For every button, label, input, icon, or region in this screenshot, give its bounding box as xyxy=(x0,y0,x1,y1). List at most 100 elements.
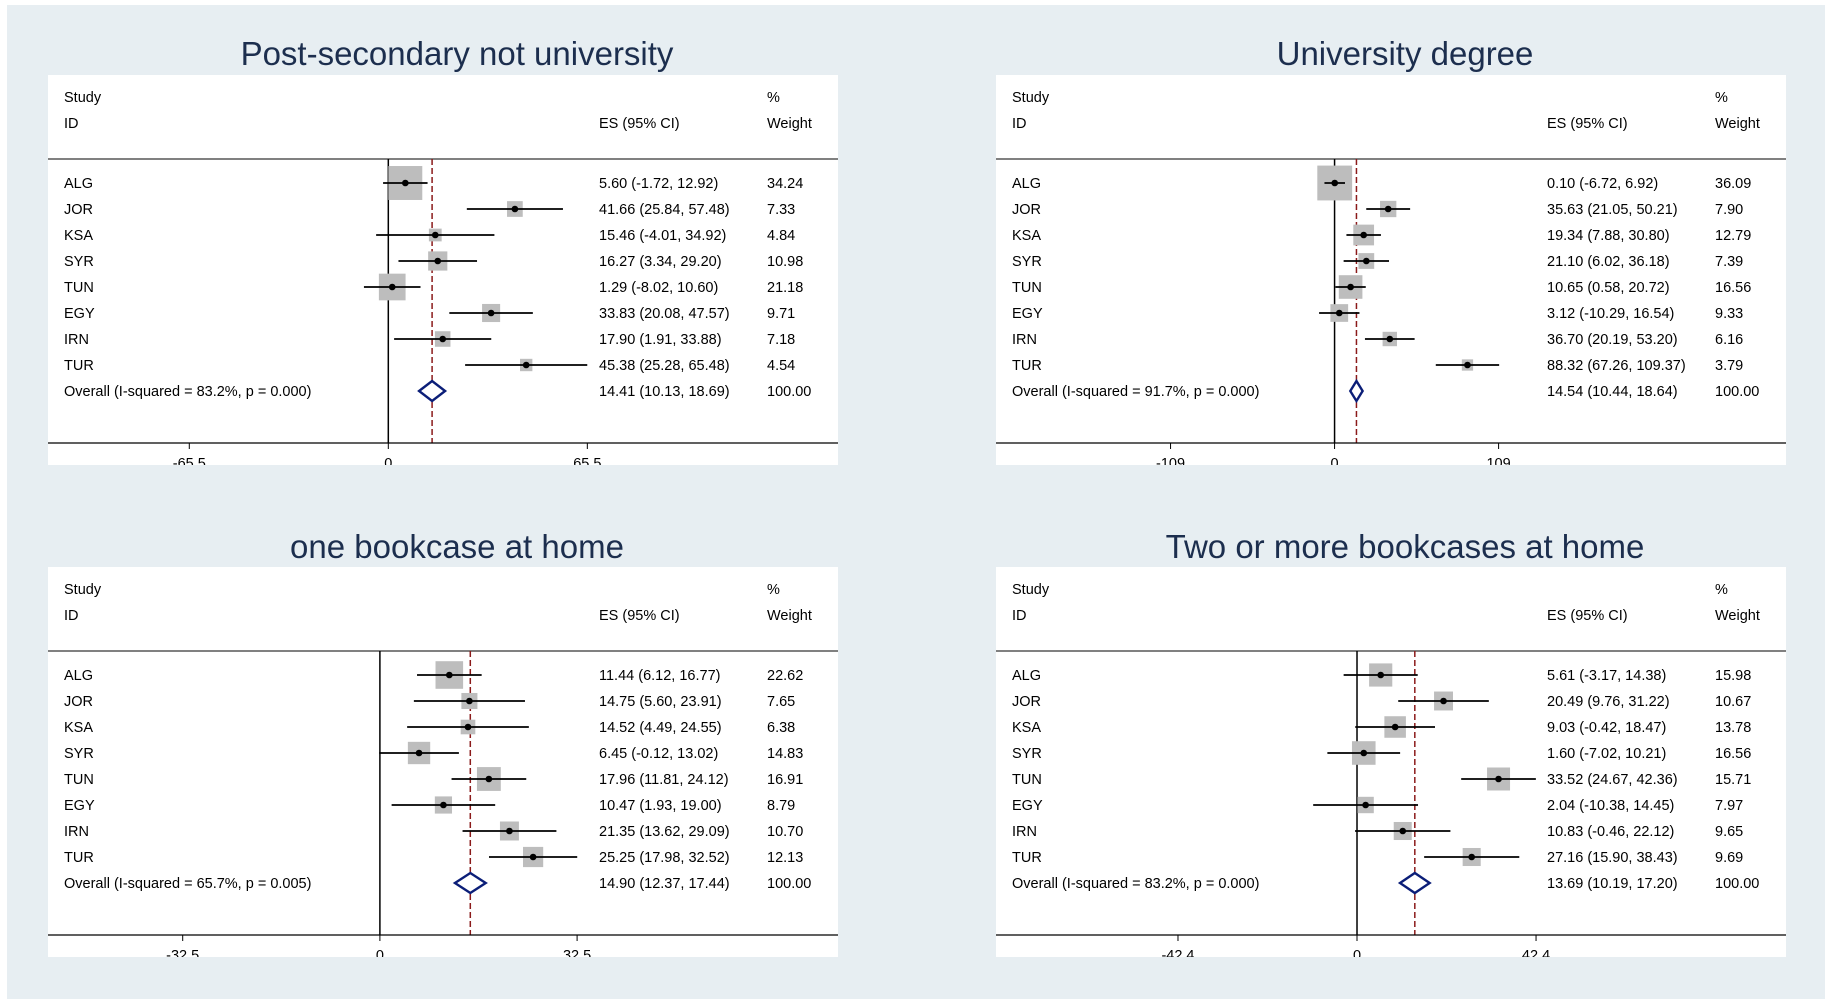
es-ci-label-alg: 5.61 (-3.17, 14.38) xyxy=(1547,668,1666,684)
point-estimate-irn xyxy=(439,335,446,343)
study-label-jor: JOR xyxy=(64,202,93,218)
x-tick-label: 65.5 xyxy=(573,456,601,465)
weight-label-jor: 10.67 xyxy=(1715,694,1751,710)
overall-diamond xyxy=(1397,871,1432,895)
es-ci-label-jor: 14.75 (5.60, 23.91) xyxy=(599,694,722,710)
study-label-syr: SYR xyxy=(1012,746,1042,762)
weight-label-ksa: 13.78 xyxy=(1715,720,1751,736)
es-ci-label-tur: 27.16 (15.90, 38.43) xyxy=(1547,850,1678,866)
weight-label-irn: 10.70 xyxy=(767,824,803,840)
point-estimate-tur xyxy=(529,853,537,861)
es-ci-label-tun: 33.52 (24.67, 42.36) xyxy=(1547,772,1678,788)
es-ci-label-tur: 88.32 (67.26, 109.37) xyxy=(1547,358,1686,374)
es-ci-label-egy: 10.47 (1.93, 19.00) xyxy=(599,798,722,814)
overall-es-ci-label: 14.54 (10.44, 18.64) xyxy=(1547,384,1678,400)
study-label-tun: TUN xyxy=(1012,280,1042,296)
forest-plot-two-bookcases: Study ID ES (95% CI)% Weight ALG 5.61 (-3.17,… xyxy=(996,567,1786,957)
study-label-tur: TUR xyxy=(64,358,94,374)
point-estimate-tur xyxy=(1468,853,1475,861)
study-label-egy: EGY xyxy=(1012,798,1043,814)
forest-plot-post-secondary: Study ID ES (95% CI)% Weight ALG 5.60 (-1.72,… xyxy=(48,75,838,465)
x-tick-label: -109 xyxy=(1156,456,1185,465)
es-ci-label-tun: 17.96 (11.81, 24.12) xyxy=(599,772,729,788)
es-ci-label-alg: 5.60 (-1.72, 12.92) xyxy=(599,176,718,192)
weight-label-jor: 7.90 xyxy=(1715,202,1743,218)
panel-title-post-secondary: Post-secondary not university xyxy=(240,35,674,72)
overall-weight-label: 100.00 xyxy=(767,876,811,892)
overall-weight-label: 100.00 xyxy=(1715,384,1759,400)
es-ci-label-syr: 1.60 (-7.02, 10.21) xyxy=(1547,746,1666,762)
weight-label-alg: 36.09 xyxy=(1715,176,1751,192)
point-estimate-ksa xyxy=(431,231,439,239)
study-label-egy: EGY xyxy=(64,306,95,322)
es-ci-label-egy: 3.12 (-10.29, 16.54) xyxy=(1547,306,1674,322)
study-label-jor: JOR xyxy=(1012,202,1041,218)
point-estimate-tun xyxy=(1495,775,1502,783)
x-tick-label: 0 xyxy=(1331,456,1339,465)
es-ci-label-tur: 25.25 (17.98, 32.52) xyxy=(599,850,730,866)
header-study: Study xyxy=(64,582,102,598)
header-id: ID xyxy=(64,116,79,132)
header-percent: % xyxy=(767,90,780,106)
point-estimate-jor xyxy=(511,205,519,213)
es-ci-label-ksa: 19.34 (7.88, 30.80) xyxy=(1547,228,1670,244)
point-estimate-alg xyxy=(1377,671,1384,679)
study-label-tur: TUR xyxy=(1012,358,1042,374)
header-study: Study xyxy=(1012,90,1050,106)
point-estimate-tur xyxy=(1464,361,1471,369)
study-label-irn: IRN xyxy=(1012,332,1037,348)
overall-diamond xyxy=(417,379,448,403)
point-estimate-egy xyxy=(440,801,447,809)
point-estimate-alg xyxy=(402,179,409,187)
header-weight: Weight xyxy=(767,116,812,132)
study-label-ksa: KSA xyxy=(64,720,93,736)
point-estimate-alg xyxy=(446,671,453,679)
header-id: ID xyxy=(1012,608,1027,624)
es-ci-label-syr: 21.10 (6.02, 36.18) xyxy=(1547,254,1670,270)
weight-label-ksa: 4.84 xyxy=(767,228,795,244)
x-tick-label: -42.4 xyxy=(1161,948,1194,957)
header-study: Study xyxy=(64,90,102,106)
x-tick-label: 0 xyxy=(1353,948,1361,957)
weight-label-ksa: 6.38 xyxy=(767,720,795,736)
es-ci-label-tun: 10.65 (0.58, 20.72) xyxy=(1547,280,1670,296)
study-label-alg: ALG xyxy=(1012,668,1041,684)
es-ci-label-syr: 16.27 (3.34, 29.20) xyxy=(599,254,722,270)
es-ci-label-tur: 45.38 (25.28, 65.48) xyxy=(599,358,730,374)
header-id: ID xyxy=(1012,116,1027,132)
es-ci-label-tun: 1.29 (-8.02, 10.60) xyxy=(599,280,718,296)
es-ci-label-ksa: 15.46 (-4.01, 34.92) xyxy=(599,228,726,244)
study-label-syr: SYR xyxy=(1012,254,1042,270)
point-estimate-syr xyxy=(415,749,423,757)
es-ci-label-alg: 0.10 (-6.72, 6.92) xyxy=(1547,176,1658,192)
panel-title-one-bookcase: one bookcase at home xyxy=(290,528,624,565)
study-label-ksa: KSA xyxy=(64,228,93,244)
study-label-tur: TUR xyxy=(1012,850,1042,866)
x-tick-label: 0 xyxy=(376,948,384,957)
weight-label-syr: 10.98 xyxy=(767,254,803,270)
header-percent: % xyxy=(1715,90,1728,106)
study-label-tun: TUN xyxy=(64,772,94,788)
overall-weight-label: 100.00 xyxy=(767,384,811,400)
header-weight: Weight xyxy=(1715,608,1760,624)
overall-es-ci-label: 13.69 (10.19, 17.20) xyxy=(1547,876,1678,892)
point-estimate-ksa xyxy=(464,723,472,731)
header-weight: Weight xyxy=(1715,116,1760,132)
es-ci-label-irn: 17.90 (1.91, 33.88) xyxy=(599,332,722,348)
forest-plot-university: Study ID ES (95% CI)% Weight ALG 0.10 (-6.72,… xyxy=(996,75,1786,465)
point-estimate-irn xyxy=(1386,335,1394,343)
study-label-tun: TUN xyxy=(64,280,94,296)
es-ci-label-syr: 6.45 (-0.12, 13.02) xyxy=(599,746,718,762)
header-percent: % xyxy=(767,582,780,598)
study-label-egy: EGY xyxy=(64,798,95,814)
point-estimate-jor xyxy=(466,697,473,705)
x-tick-label: 0 xyxy=(384,456,392,465)
weight-label-syr: 16.56 xyxy=(1715,746,1751,762)
overall-weight-label: 100.00 xyxy=(1715,876,1759,892)
weight-label-syr: 7.39 xyxy=(1715,254,1743,270)
weight-label-egy: 7.97 xyxy=(1715,798,1743,814)
es-ci-label-irn: 36.70 (20.19, 53.20) xyxy=(1547,332,1678,348)
overall-label: Overall (I-squared = 65.7%, p = 0.005) xyxy=(64,876,311,892)
point-estimate-egy xyxy=(487,309,495,317)
x-tick-label: 109 xyxy=(1486,456,1510,465)
